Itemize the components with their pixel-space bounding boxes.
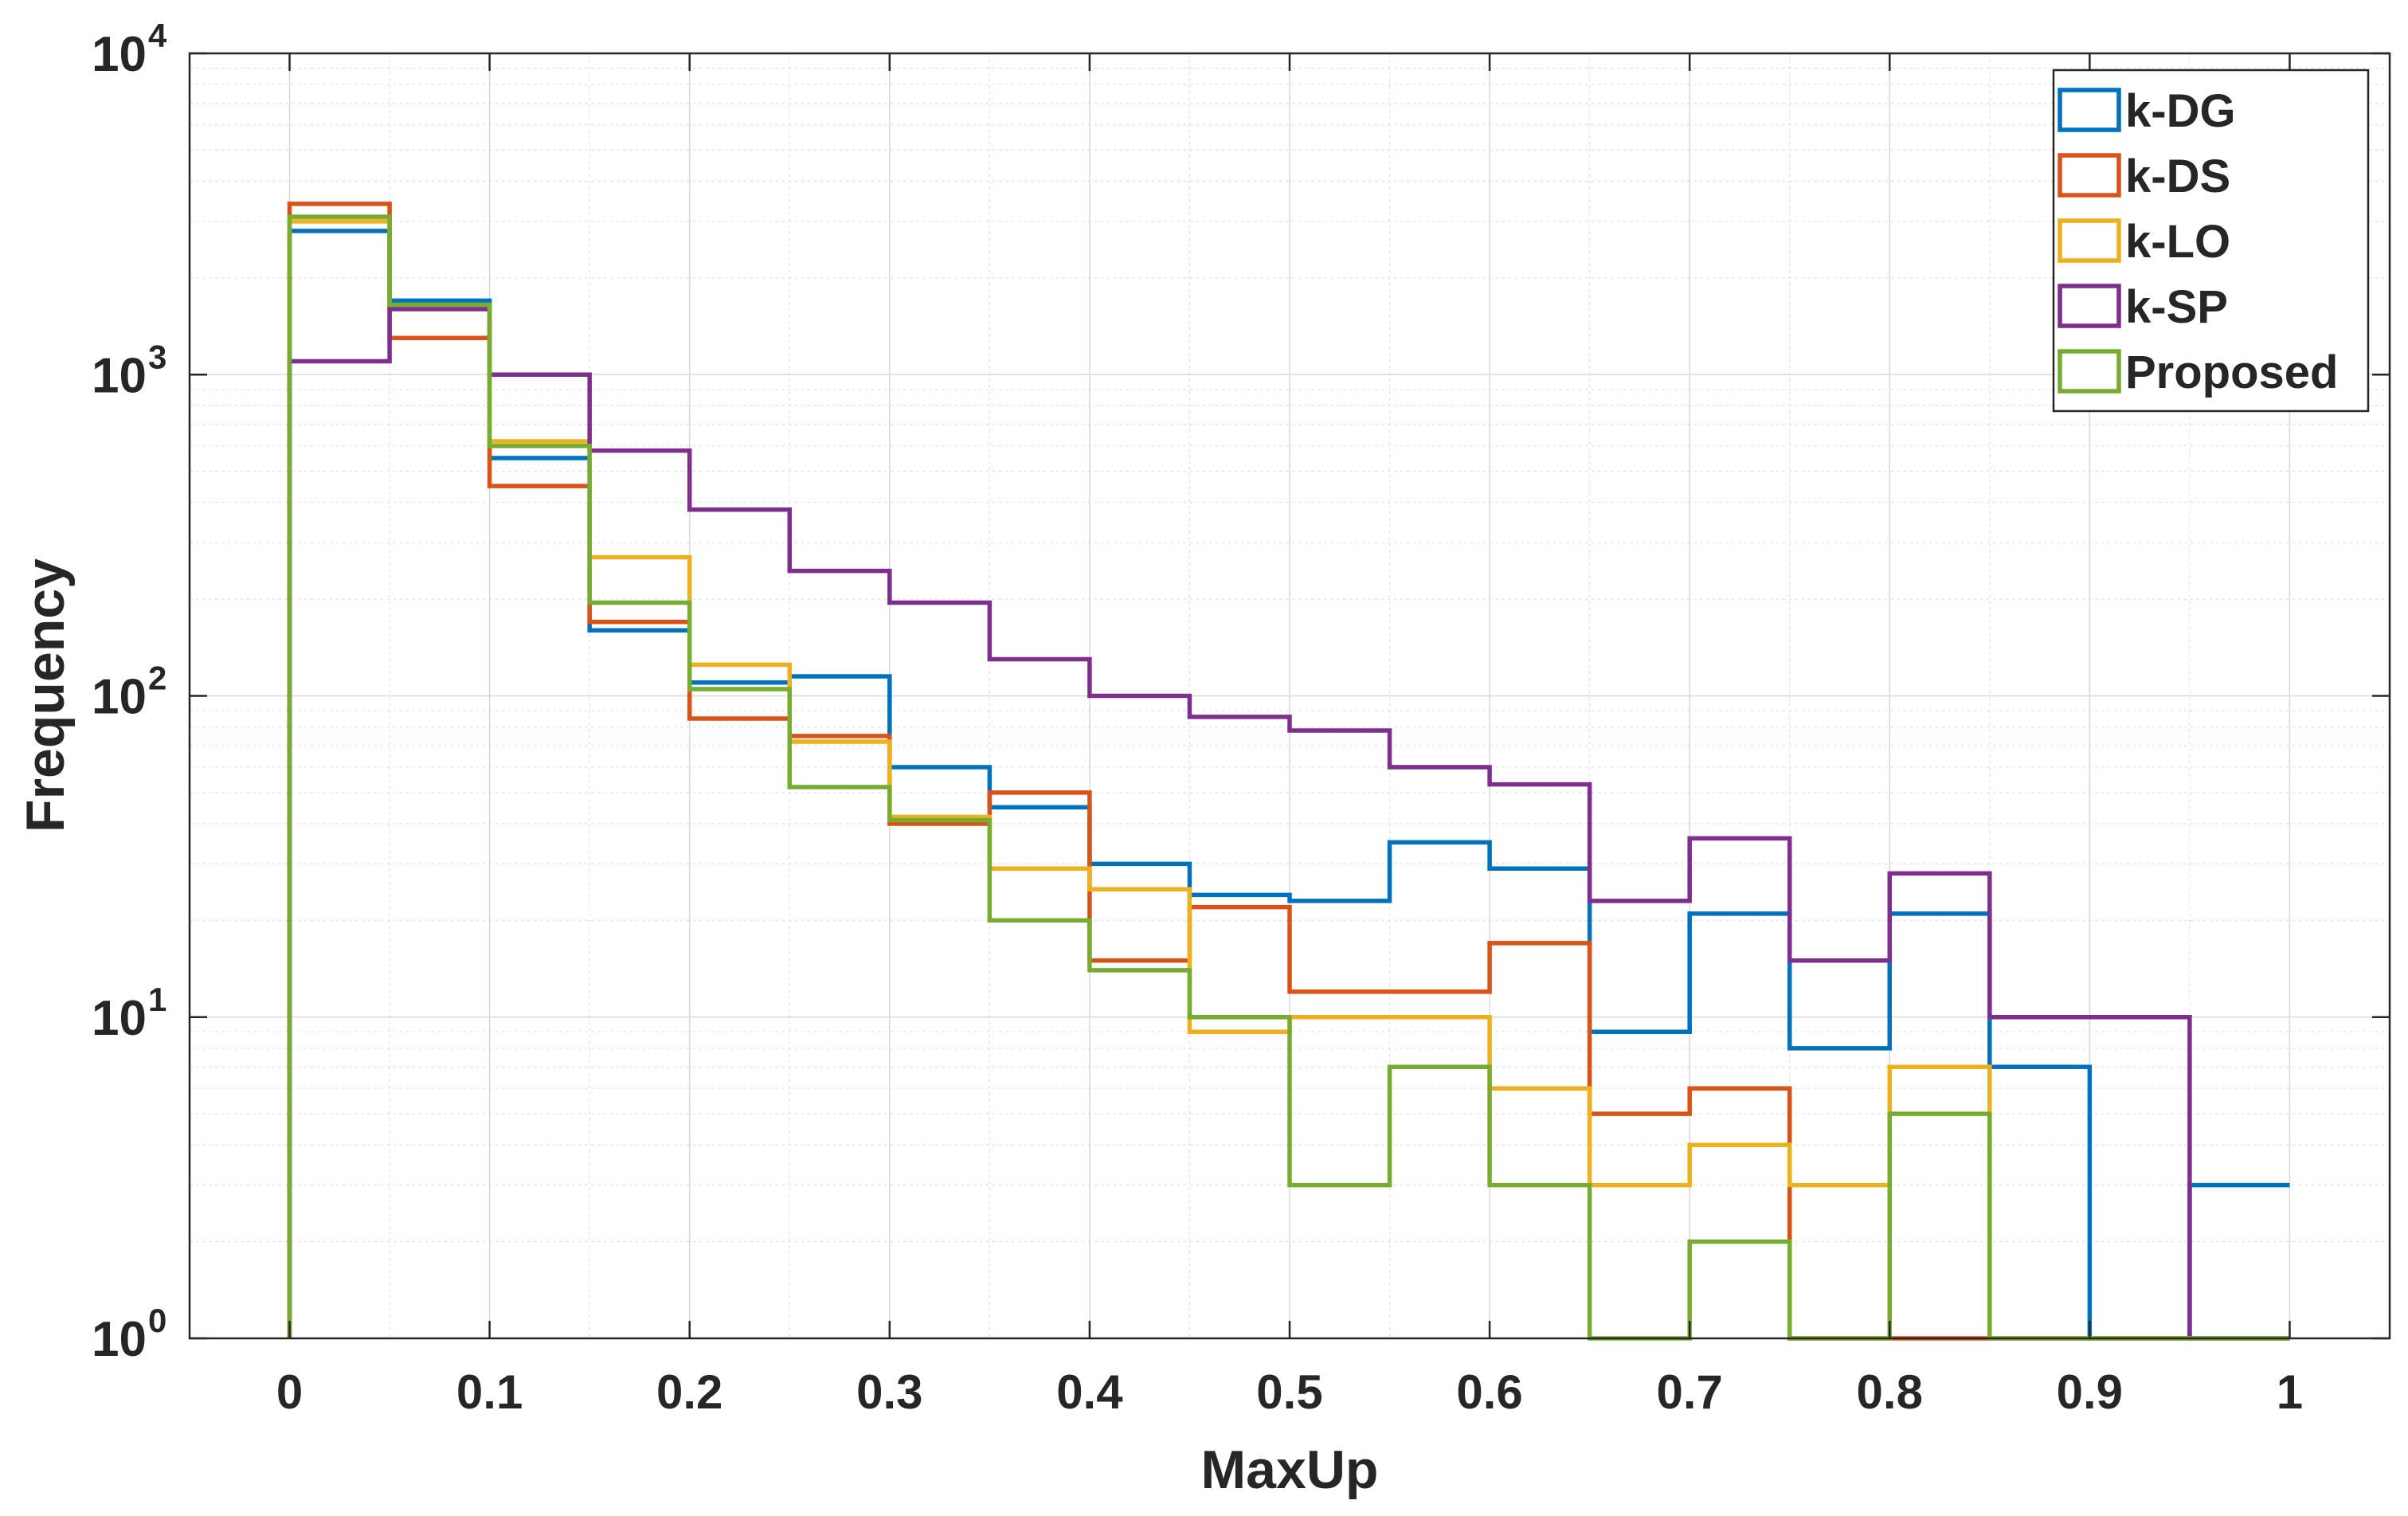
x-tick-label: 0.1 bbox=[456, 1365, 523, 1419]
legend-swatch bbox=[2058, 349, 2121, 394]
x-axis-label: MaxUp bbox=[1201, 1440, 1379, 1500]
x-tick-label: 0.3 bbox=[856, 1365, 922, 1419]
legend-item: k-LO bbox=[2058, 216, 2230, 268]
y-tick-label: 10 1 bbox=[92, 981, 166, 1046]
legend: k-DG k-DS k-LO k-SP Proposed bbox=[2052, 69, 2370, 413]
x-tick-label: 0.6 bbox=[1456, 1365, 1522, 1419]
y-tick-base: 10 bbox=[92, 27, 147, 82]
legend-label: k-SP bbox=[2125, 281, 2228, 333]
y-tick-exponent: 4 bbox=[148, 17, 167, 54]
x-tick-label: 0.4 bbox=[1056, 1365, 1123, 1419]
series-k-ds bbox=[287, 202, 2290, 1341]
y-tick-label: 10 3 bbox=[92, 338, 166, 403]
legend-label: k-DS bbox=[2125, 151, 2230, 202]
x-tick-label: 0.2 bbox=[656, 1365, 722, 1419]
legend-label: Proposed bbox=[2125, 347, 2339, 398]
legend-swatch bbox=[2058, 153, 2121, 198]
y-tick-exponent: 1 bbox=[148, 981, 166, 1018]
y-tick-label: 10 2 bbox=[92, 660, 166, 725]
legend-label: k-DG bbox=[2125, 85, 2236, 137]
y-axis-label: Frequency bbox=[15, 558, 76, 832]
y-tick-exponent: 0 bbox=[148, 1302, 166, 1339]
y-tick-base: 10 bbox=[92, 991, 147, 1046]
y-tick-exponent: 2 bbox=[148, 660, 166, 697]
y-tick-exponent: 3 bbox=[148, 338, 166, 375]
legend-swatch bbox=[2058, 284, 2121, 328]
legend-item: k-SP bbox=[2058, 281, 2228, 333]
y-tick-label: 10 4 bbox=[92, 17, 167, 82]
x-tick-label: 0 bbox=[276, 1365, 303, 1419]
series-k-sp bbox=[287, 307, 2290, 1341]
legend-item: k-DG bbox=[2058, 85, 2236, 137]
x-tick-label: 0.9 bbox=[2057, 1365, 2123, 1419]
legend-swatch bbox=[2058, 218, 2121, 263]
x-tick-label: 0.5 bbox=[1256, 1365, 1322, 1419]
legend-box bbox=[2052, 69, 2370, 413]
legend-item: Proposed bbox=[2058, 347, 2339, 398]
x-tick-label: 0.7 bbox=[1656, 1365, 1722, 1419]
y-tick-base: 10 bbox=[92, 1312, 147, 1367]
y-tick-base: 10 bbox=[92, 348, 147, 403]
legend-swatch bbox=[2058, 88, 2121, 132]
legend-label: k-LO bbox=[2125, 216, 2230, 268]
y-tick-base: 10 bbox=[92, 670, 147, 725]
x-tick-label: 1 bbox=[2277, 1365, 2303, 1419]
tick-marks bbox=[190, 52, 2390, 1340]
x-tick-labels: 0 0.1 0.2 0.3 0.4 0.5 0.6 0.7 0.8 0.9 1 bbox=[276, 1365, 2303, 1419]
legend-item: k-DS bbox=[2058, 151, 2230, 202]
x-tick-label: 0.8 bbox=[1857, 1365, 1923, 1419]
y-tick-label: 10 0 bbox=[92, 1302, 166, 1367]
